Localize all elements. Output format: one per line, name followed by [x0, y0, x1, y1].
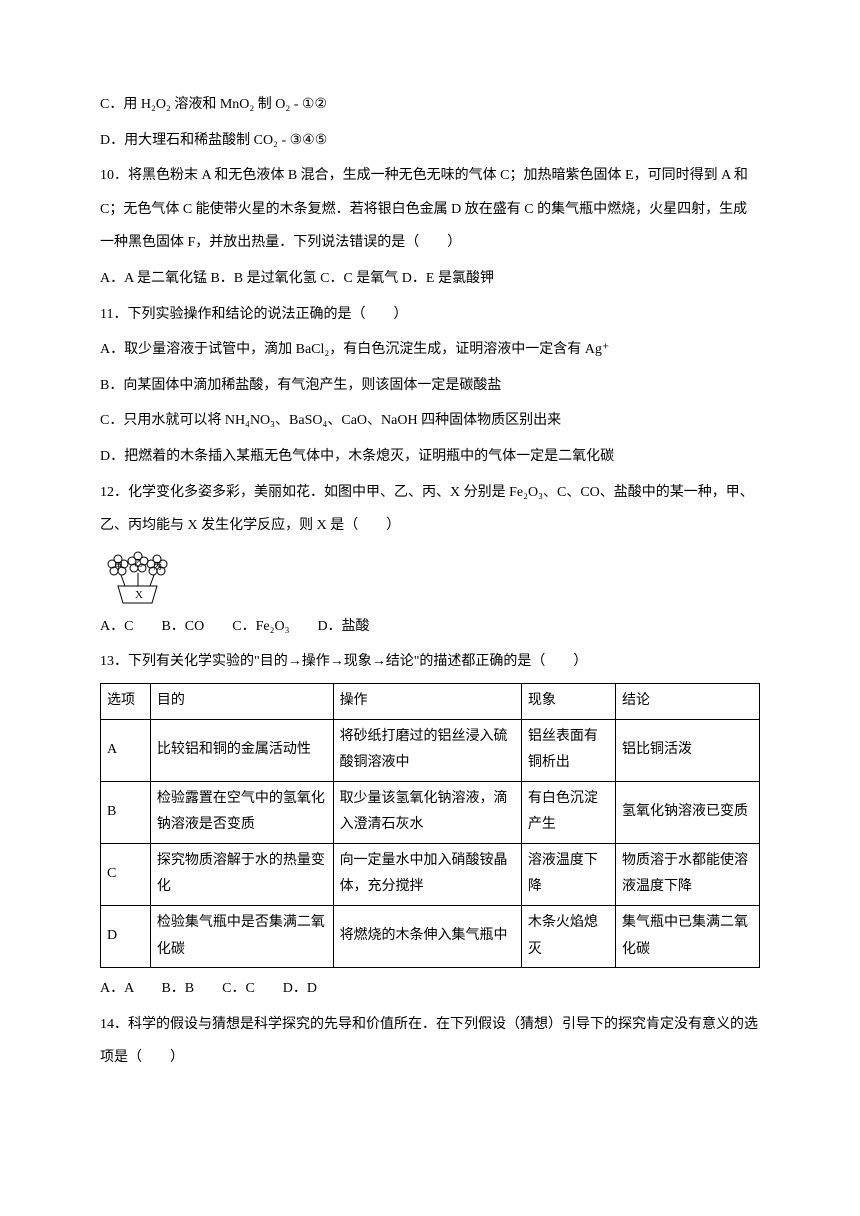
question-12: 12．化学变化多姿多彩，美丽如花．如图中甲、乙、丙、X 分别是 Fe₂O₃、C、…	[100, 476, 760, 543]
cell-conclusion: 铝比铜活泼	[615, 719, 759, 781]
cell-phenomenon: 木条火焰熄灭	[521, 906, 615, 968]
cell-purpose: 探究物质溶解于水的热量变化	[150, 843, 333, 905]
question-13: 13．下列有关化学实验的"目的→操作→现象→结论"的描述都正确的是（ ）	[100, 645, 760, 679]
question-10-options: A．A 是二氧化锰 B．B 是过氧化氢 C．C 是氧气 D．E 是氯酸钾	[100, 262, 760, 296]
cell-option: C	[101, 843, 151, 905]
table-header-row: 选项 目的 操作 现象 结论	[101, 683, 760, 719]
cell-operation: 向一定量水中加入硝酸铵晶体，充分搅拌	[333, 843, 521, 905]
cell-phenomenon: 铝丝表面有铜析出	[521, 719, 615, 781]
header-purpose: 目的	[150, 683, 333, 719]
flower-diagram: X 甲 乙 丙	[100, 551, 175, 606]
svg-text:乙: 乙	[134, 558, 143, 568]
cell-option: B	[101, 781, 151, 843]
cell-conclusion: 集气瓶中已集满二氧化碳	[615, 906, 759, 968]
table-row: C 探究物质溶解于水的热量变化 向一定量水中加入硝酸铵晶体，充分搅拌 溶液温度下…	[101, 843, 760, 905]
option-d-text: D．用大理石和稀盐酸制 CO₂ ‑ ③④⑤	[100, 124, 760, 158]
question-11-option-a: A．取少量溶液于试管中，滴加 BaCl₂，有白色沉淀生成，证明溶液中一定含有 A…	[100, 333, 760, 367]
cell-phenomenon: 溶液温度下降	[521, 843, 615, 905]
cell-conclusion: 物质溶于水都能使溶液温度下降	[615, 843, 759, 905]
cell-option: A	[101, 719, 151, 781]
header-phenomenon: 现象	[521, 683, 615, 719]
question-10: 10．将黑色粉末 A 和无色液体 B 混合，生成一种无色无味的气体 C；加热暗紫…	[100, 159, 760, 260]
header-conclusion: 结论	[615, 683, 759, 719]
question-13-options: A．A B．B C．C D．D	[100, 972, 760, 1006]
question-11: 11．下列实验操作和结论的说法正确的是（ ）	[100, 298, 760, 332]
table-row: A 比较铝和铜的金属活动性 将砂纸打磨过的铝丝浸入硫酸铜溶液中 铝丝表面有铜析出…	[101, 719, 760, 781]
cell-operation: 取少量该氢氧化钠溶液，滴入澄清石灰水	[333, 781, 521, 843]
cell-purpose: 检验集气瓶中是否集满二氧化碳	[150, 906, 333, 968]
cell-purpose: 比较铝和铜的金属活动性	[150, 719, 333, 781]
question-11-option-d: D．把燃着的木条插入某瓶无色气体中，木条熄灭，证明瓶中的气体一定是二氧化碳	[100, 440, 760, 474]
option-c-text: C．用 H₂O₂ 溶液和 MnO₂ 制 O₂ ‑ ①②	[100, 88, 760, 122]
header-operation: 操作	[333, 683, 521, 719]
svg-text:X: X	[135, 589, 143, 601]
svg-text:丙: 丙	[153, 561, 162, 571]
cell-conclusion: 氢氧化钠溶液已变质	[615, 781, 759, 843]
table-row: D 检验集气瓶中是否集满二氧化碳 将燃烧的木条伸入集气瓶中 木条火焰熄灭 集气瓶…	[101, 906, 760, 968]
question-12-options: A．C B．CO C．Fe₂O₃ D．盐酸	[100, 610, 760, 644]
table-row: B 检验露置在空气中的氢氧化钠溶液是否变质 取少量该氢氧化钠溶液，滴入澄清石灰水…	[101, 781, 760, 843]
cell-operation: 将砂纸打磨过的铝丝浸入硫酸铜溶液中	[333, 719, 521, 781]
question-11-option-b: B．向某固体中滴加稀盐酸，有气泡产生，则该固体一定是碳酸盐	[100, 369, 760, 403]
cell-option: D	[101, 906, 151, 968]
cell-operation: 将燃烧的木条伸入集气瓶中	[333, 906, 521, 968]
cell-phenomenon: 有白色沉淀产生	[521, 781, 615, 843]
cell-purpose: 检验露置在空气中的氢氧化钠溶液是否变质	[150, 781, 333, 843]
question-11-option-c: C．只用水就可以将 NH₄NO₃、BaSO₄、CaO、NaOH 四种固体物质区别…	[100, 404, 760, 438]
question-13-table: 选项 目的 操作 现象 结论 A 比较铝和铜的金属活动性 将砂纸打磨过的铝丝浸入…	[100, 683, 760, 968]
header-option: 选项	[101, 683, 151, 719]
svg-text:甲: 甲	[114, 561, 123, 571]
question-14: 14．科学的假设与猜想是科学探究的先导和价值所在．在下列假设（猜想）引导下的探究…	[100, 1008, 760, 1075]
